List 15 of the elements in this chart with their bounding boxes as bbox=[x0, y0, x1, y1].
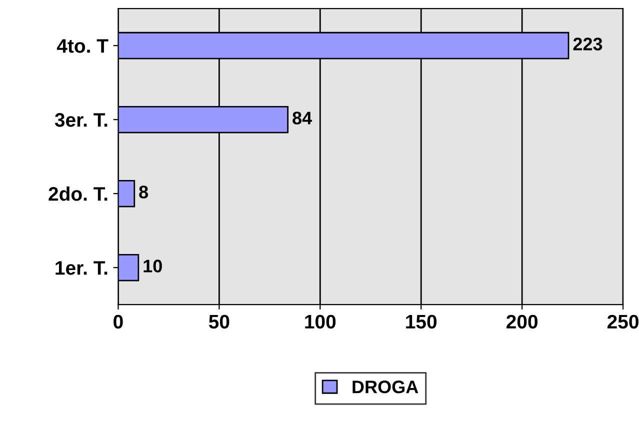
legend-label: DROGA bbox=[352, 380, 418, 394]
data-label: 8 bbox=[139, 186, 148, 198]
data-label: 10 bbox=[144, 260, 162, 272]
y-tick-label: 1er. T. bbox=[56, 261, 108, 275]
data-label: 223 bbox=[573, 38, 602, 50]
y-tick-label: 3er. T. bbox=[54, 113, 108, 127]
y-tick-label: 4to. T bbox=[56, 39, 108, 53]
y-tick-label: 2do. T. bbox=[48, 186, 108, 201]
x-tick-label: 0 bbox=[114, 314, 123, 329]
x-tick-label: 200 bbox=[506, 314, 538, 329]
x-tick-label: 250 bbox=[607, 314, 638, 329]
data-label: 84 bbox=[292, 112, 312, 124]
x-tick-label: 50 bbox=[208, 314, 230, 329]
x-tick-label: 150 bbox=[406, 314, 437, 329]
x-tick-label: 100 bbox=[305, 314, 336, 329]
